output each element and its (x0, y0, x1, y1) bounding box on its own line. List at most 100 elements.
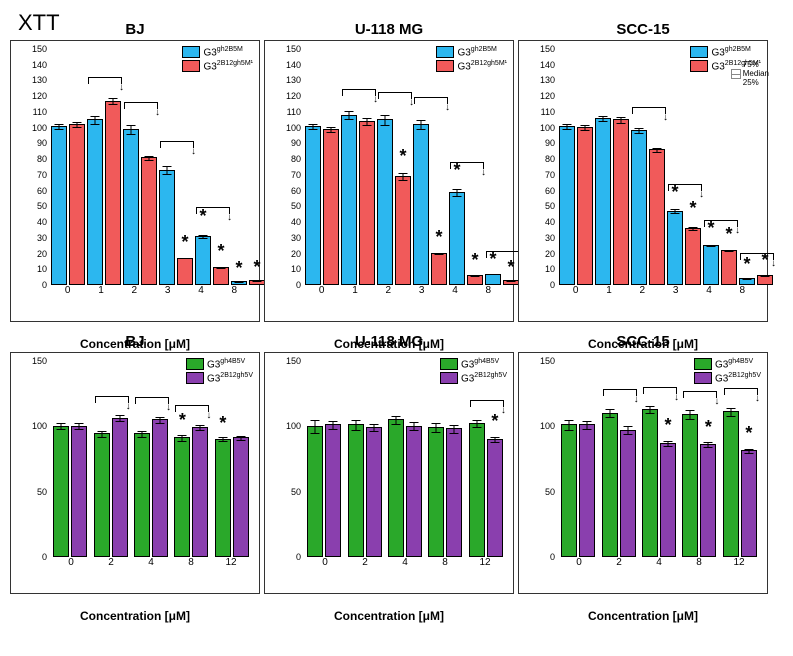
bar (323, 129, 339, 285)
bar-group: ↓ (631, 49, 665, 285)
bar (388, 419, 404, 557)
bar-group: **↓ (703, 49, 737, 285)
panel-SCC-15: SCC-15G3gh2B5MG32B12gh5M¹75%Median25%010… (518, 40, 768, 322)
figure: XTT % of controlBJG3gh2B5MG32B12gh5M¹010… (0, 0, 793, 656)
bar-group (51, 49, 85, 285)
plot-area: ↓*↓*↓**↓**↓ (305, 49, 505, 285)
bar-group (345, 361, 383, 557)
bar: * (667, 211, 683, 285)
panel-title: SCC-15 (616, 333, 669, 350)
bar: * (485, 274, 501, 285)
bar (613, 119, 629, 285)
bar-group (559, 49, 593, 285)
comparison-bracket: ↓ (724, 388, 758, 395)
bar: * (431, 253, 447, 285)
bar (559, 126, 575, 285)
bar (305, 126, 321, 285)
y-axis: 0102030405060708090100110120130140150 (11, 49, 51, 285)
bar: * (213, 267, 229, 285)
comparison-bracket: ↓ (88, 77, 122, 84)
bar (87, 119, 103, 285)
bar (595, 118, 611, 285)
bar (631, 130, 647, 285)
bar (71, 426, 87, 557)
x-axis: 024812 (51, 557, 251, 573)
bar-group: * (213, 361, 251, 557)
plot-area: ↓↓*↓* (51, 361, 251, 557)
bar-group: **↓ (739, 49, 773, 285)
comparison-bracket: ↓ (486, 251, 520, 258)
bar-group: *↓ (377, 49, 411, 285)
bar (620, 430, 636, 557)
comparison-bracket: ↓ (378, 92, 412, 99)
bar (307, 426, 323, 557)
comparison-bracket: ↓ (632, 107, 666, 114)
bar (159, 170, 175, 285)
bar: * (487, 439, 503, 557)
y-axis: 0102030405060708090100110120130140150 (519, 49, 559, 285)
bar (723, 411, 739, 557)
panel-SCC-15: SCC-15G3gh4B5VG32B12gh5V050100150↓*↓*↓*↓… (518, 352, 768, 594)
panel-BJ: % of controlBJG3gh2B5MG32B12gh5M¹0102030… (10, 40, 260, 322)
bar (152, 419, 168, 557)
bar-group (51, 361, 89, 557)
bar: * (660, 443, 676, 557)
bar (377, 119, 393, 285)
bar (123, 129, 139, 285)
bar (341, 115, 357, 285)
y-axis: 0102030405060708090100110120130140150 (265, 49, 305, 285)
bar-group: ↓ (91, 361, 129, 557)
panel-BJ: % of controlBJG3gh4B5VG32B12gh5V05010015… (10, 352, 260, 594)
bar-group: ↓ (341, 49, 375, 285)
bar (446, 428, 462, 557)
bar: * (174, 437, 190, 557)
x-axis-label: Concentration [μM] (588, 609, 698, 623)
panel-title: SCC-15 (616, 21, 669, 38)
bar-group: ↓ (599, 361, 637, 557)
y-axis: 050100150 (265, 361, 305, 557)
bottom-row: % of controlBJG3gh4B5VG32B12gh5V05010015… (10, 352, 783, 594)
bar: * (757, 275, 773, 285)
panel-title: BJ (125, 21, 144, 38)
bar (192, 427, 208, 557)
comparison-bracket: ↓ (160, 141, 194, 148)
bar: * (700, 444, 716, 557)
bar (469, 423, 485, 557)
bar: * (215, 439, 231, 557)
plot-area: ↓**↓**↓**↓ (559, 49, 759, 285)
bar: * (395, 176, 411, 285)
comparison-bracket: ↓ (683, 391, 717, 398)
bar-group: ** (231, 49, 265, 285)
bar (366, 427, 382, 557)
comparison-bracket: ↓ (704, 220, 738, 227)
comparison-bracket: ↓ (124, 102, 158, 109)
panel-title: U-118 MG (355, 21, 423, 38)
bar: * (177, 258, 193, 285)
bar-group: *↓ (413, 49, 447, 285)
bar: * (503, 280, 519, 285)
bar (348, 424, 364, 557)
x-axis: 024812 (305, 557, 505, 573)
x-axis-label: Concentration [μM] (80, 609, 190, 623)
bar-group (426, 361, 464, 557)
bar (413, 124, 429, 285)
comparison-bracket: ↓ (643, 387, 677, 394)
bar (105, 101, 121, 286)
bar (561, 424, 577, 557)
plot-area: ↓↓*↓**↓** (51, 49, 251, 285)
bar (233, 437, 249, 557)
x-axis: 012348 (51, 285, 251, 301)
bar: * (739, 278, 755, 285)
panel-U-118 MG: U-118 MGG3gh4B5VG32B12gh5V050100150*↓024… (264, 352, 514, 594)
y-axis: 050100150 (11, 361, 51, 557)
bar (602, 413, 618, 557)
bar (406, 426, 422, 557)
bar: * (741, 450, 757, 557)
bar (577, 127, 593, 285)
comparison-bracket: ↓ (603, 389, 637, 396)
x-axis: 024812 (559, 557, 759, 573)
bar-group: *↓ (159, 49, 193, 285)
bar-group: *↓ (721, 361, 759, 557)
comparison-bracket: ↓ (135, 397, 169, 404)
bar: * (449, 192, 465, 285)
